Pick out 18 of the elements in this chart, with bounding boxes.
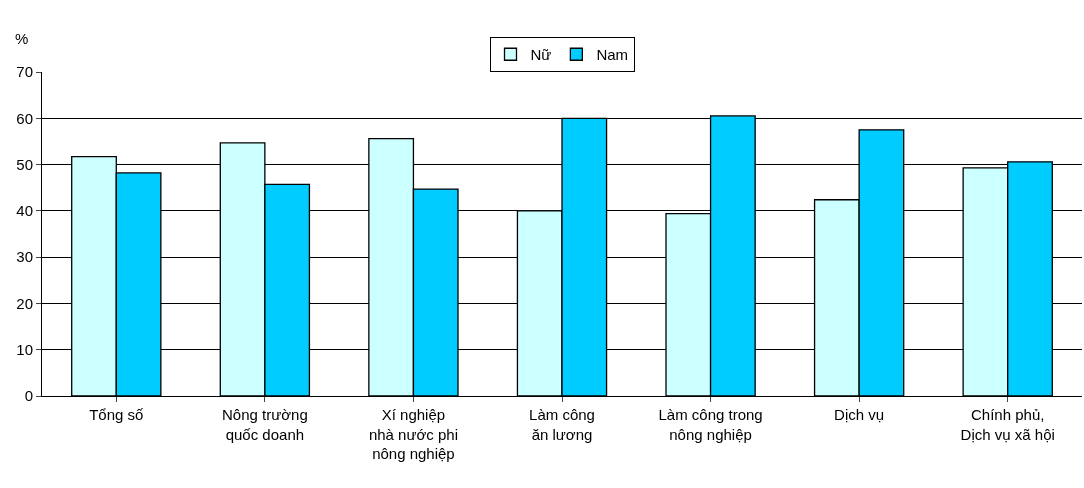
y-tick-label: 10 [16,340,33,358]
x-tick-label: Làm công trong nông nghiệp [658,406,763,443]
y-tick-label: 40 [16,202,33,220]
x-tick-label: Chính phủ, Dịch vụ xã hội [960,406,1055,443]
x-tick-label: Dịch vụ [834,406,885,423]
y-tick-label: 60 [16,109,33,127]
legend-label: Nam [596,46,629,64]
legend-label: Nữ [530,46,552,64]
x-tick-label: Nông trường quốc doanh [221,406,308,443]
x-tick-label: Tổng số [89,406,145,423]
y-tick-label: 50 [16,155,33,173]
x-tick-label: Xí nghiệp nhà nước phi nông nghiệp [368,406,458,462]
x-tick-label: Làm công ăn lương [529,406,595,443]
y-axis-title: % [15,30,29,47]
y-tick-label: 30 [16,248,33,266]
y-tick-label: 20 [16,294,33,312]
y-tick-label: 0 [24,387,33,405]
y-tick-label: 70 [16,63,33,81]
